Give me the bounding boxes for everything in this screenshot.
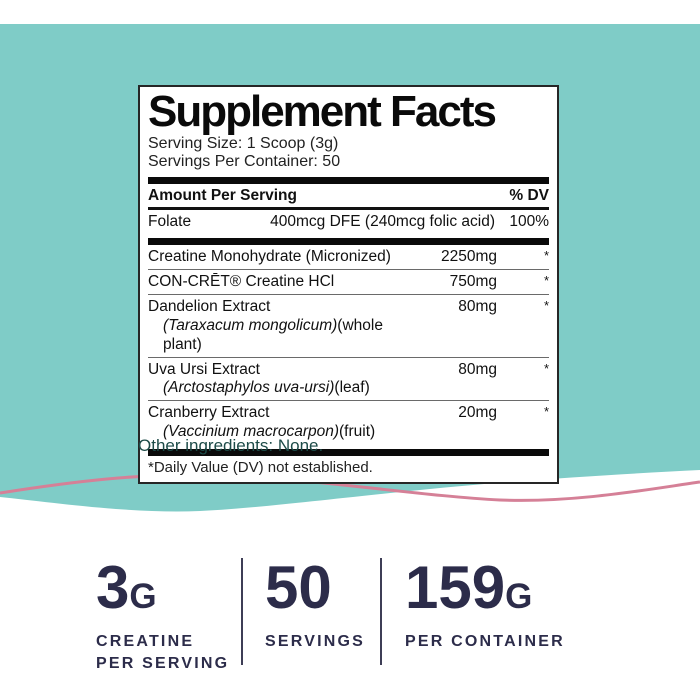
- serving-size: Serving Size: 1 Scoop (3g): [148, 134, 339, 152]
- divider-thick-bar: [148, 176, 549, 184]
- wave-pink-line: [0, 473, 700, 502]
- ingredient-amount: 20mg: [458, 404, 497, 422]
- table-header: Amount Per Serving % DV: [148, 184, 549, 210]
- ingredient-dv: *: [543, 247, 549, 263]
- header-amount-per-serving: Amount Per Serving: [148, 186, 297, 204]
- divider-thick-bar: [148, 237, 549, 245]
- stat-creatine-per-serving: 3G CREATINE PER SERVING: [96, 558, 229, 676]
- stat-value: 159G: [405, 558, 565, 618]
- stat-label-line: PER SERVING: [96, 655, 230, 673]
- ingredient-name-block: Uva Ursi Extract (Arctostaphylos uva-ursi…: [148, 361, 415, 399]
- table-row: Cranberry Extract (Vaccinium macrocarpon)…: [148, 401, 549, 444]
- stat-number: 3: [96, 554, 130, 621]
- ingredient-name: Folate: [148, 212, 192, 230]
- stat-per-container: 159G PER CONTAINER: [405, 558, 565, 653]
- stat-number: 159: [405, 554, 506, 621]
- ingredient-amount: 80mg: [458, 360, 497, 378]
- ingredient-amount: 400mcg DFE (240mcg folic acid): [270, 212, 495, 230]
- ingredient-name-block: Creatine Monohydrate (Micronized): [148, 248, 415, 267]
- ingredient-botanical: (Vaccinium macrocarpon)(fruit): [163, 423, 376, 441]
- panel-title: Supplement Facts: [148, 87, 497, 136]
- table-row: CON-CRĒT® Creatine HCl 750mg *: [148, 270, 549, 295]
- stat-unit: G: [129, 577, 157, 616]
- stat-number: 50: [265, 554, 332, 621]
- stat-divider: [380, 558, 382, 665]
- ingredient-name-block: CON-CRĒT® Creatine HCl: [148, 273, 415, 292]
- stat-label-line: SERVINGS: [265, 633, 365, 650]
- stat-unit: G: [505, 577, 533, 616]
- table-row: Creatine Monohydrate (Micronized) 2250mg *: [148, 245, 549, 270]
- stat-label: CREATINE PER SERVING: [96, 631, 229, 676]
- ingredient-name-block: Dandelion Extract (Taraxacum mongolicum)(…: [148, 298, 415, 355]
- supplement-facts-panel: Supplement Facts Serving Size: 1 Scoop (…: [138, 85, 559, 485]
- ingredient-name: CON-CRĒT® Creatine HCl: [148, 272, 335, 290]
- ingredient-name: Cranberry Extract: [148, 404, 270, 422]
- stat-label-line: CREATINE: [96, 633, 195, 650]
- stat-divider: [241, 558, 243, 665]
- ingredient-rows: Creatine Monohydrate (Micronized) 2250mg *…: [148, 245, 549, 444]
- table-row: Dandelion Extract (Taraxacum mongolicum)(…: [148, 295, 549, 358]
- dv-footnote: *Daily Value (DV) not established.: [148, 459, 373, 477]
- other-ingredients: Other ingredients: None.: [138, 436, 324, 455]
- ingredient-name: Creatine Monohydrate (Micronized): [148, 247, 391, 265]
- ingredient-botanical: (Arctostaphylos uva-ursi)(leaf): [163, 379, 370, 397]
- stat-value: 50: [265, 558, 365, 618]
- ingredient-amount: 750mg: [449, 272, 497, 290]
- stat-servings: 50 SERVINGS: [265, 558, 365, 653]
- stat-value: 3G: [96, 558, 229, 618]
- ingredient-name: Dandelion Extract: [148, 297, 271, 315]
- ingredient-dv: *: [543, 360, 549, 376]
- stat-label: SERVINGS: [265, 631, 365, 653]
- ingredient-name-block: Cranberry Extract (Vaccinium macrocarpon)…: [148, 404, 415, 442]
- servings-per-container: Servings Per Container: 50: [148, 153, 341, 171]
- table-row: Uva Ursi Extract (Arctostaphylos uva-ursi…: [148, 358, 549, 402]
- ingredient-dv: *: [543, 404, 549, 420]
- header-percent-dv: % DV: [509, 186, 549, 204]
- table-row: Folate 400mcg DFE (240mcg folic acid) 10…: [148, 210, 549, 233]
- ingredient-amount: 80mg: [458, 297, 497, 315]
- stat-label: PER CONTAINER: [405, 631, 565, 653]
- ingredient-amount: 2250mg: [440, 247, 497, 265]
- ingredient-botanical: (Taraxacum mongolicum)(whole plant): [163, 316, 383, 353]
- ingredient-dv: *: [543, 272, 549, 288]
- ingredient-dv: 100%: [509, 212, 549, 230]
- ingredient-name: Uva Ursi Extract: [148, 360, 260, 378]
- stat-label-line: PER CONTAINER: [405, 633, 565, 650]
- divider-thick-bar: [148, 449, 549, 457]
- ingredient-dv: *: [543, 297, 549, 313]
